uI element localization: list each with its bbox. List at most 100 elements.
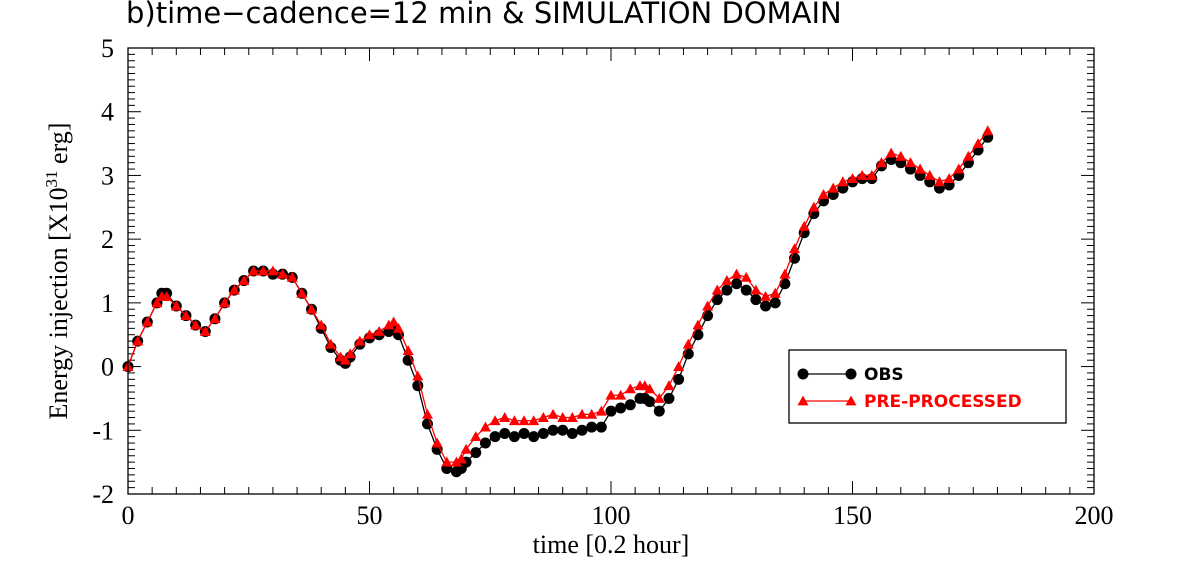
data-point	[344, 348, 356, 359]
data-point	[373, 326, 385, 336]
data-point	[682, 338, 694, 349]
data-point	[750, 294, 762, 306]
chart-title: b)time−cadence=12 min & SIMULATION DOMAI…	[126, 0, 842, 30]
data-point	[605, 389, 617, 400]
data-point	[972, 138, 984, 148]
y-tick-label: -1	[92, 416, 114, 445]
data-point	[904, 157, 916, 168]
data-point	[508, 431, 520, 443]
legend: OBS PRE-PROCESSED	[788, 349, 1067, 424]
y-tick-label: 0	[101, 353, 114, 382]
data-point	[663, 380, 675, 391]
data-point	[296, 287, 308, 298]
data-point	[769, 297, 781, 309]
data-point	[711, 284, 723, 295]
data-point	[933, 176, 945, 187]
data-point	[779, 278, 791, 290]
data-point	[219, 297, 231, 308]
data-point	[808, 201, 820, 212]
data-point	[576, 408, 588, 419]
y-axis-label: Energy injection [X1031 erg]	[42, 123, 73, 420]
data-point	[702, 300, 714, 311]
data-point	[354, 335, 366, 346]
data-point	[508, 415, 520, 426]
data-point	[190, 319, 202, 330]
data-point	[141, 316, 153, 327]
data-point	[450, 456, 462, 467]
series-2	[122, 125, 994, 467]
data-point	[132, 335, 144, 346]
legend-marker	[797, 395, 809, 406]
data-point	[885, 147, 897, 158]
data-point	[731, 278, 743, 290]
data-point	[306, 303, 318, 314]
data-point	[238, 275, 250, 285]
data-point	[856, 169, 868, 180]
x-tick-label: 150	[833, 501, 872, 530]
legend-marker	[845, 368, 857, 380]
x-axis-label: time [0.2 hour]	[533, 530, 690, 559]
data-point	[615, 389, 627, 400]
data-point	[982, 125, 994, 136]
data-point	[895, 150, 907, 161]
data-point	[818, 189, 830, 199]
x-tick-label: 200	[1075, 501, 1114, 530]
data-point	[455, 453, 467, 464]
y-axis-label-unit: erg]	[44, 123, 73, 171]
x-tick-label: 100	[592, 501, 631, 530]
data-point	[267, 265, 279, 276]
data-point	[470, 431, 482, 442]
y-axis-label-main: Energy injection [X10	[44, 187, 73, 419]
data-point	[528, 415, 540, 426]
data-point	[557, 424, 569, 436]
data-point	[586, 421, 598, 433]
y-tick-label: 4	[101, 98, 114, 127]
data-point	[692, 329, 704, 341]
data-point	[653, 405, 665, 417]
data-point	[257, 265, 269, 276]
data-point	[924, 169, 936, 180]
y-axis-label-exponent: 31	[42, 170, 61, 187]
data-point	[170, 300, 182, 311]
data-point	[644, 383, 656, 394]
data-point	[431, 437, 443, 448]
data-point	[339, 354, 351, 365]
data-point	[711, 294, 723, 306]
data-point	[760, 300, 772, 312]
data-point	[653, 392, 665, 403]
axis-ticks	[127, 47, 1095, 495]
data-point	[586, 408, 598, 419]
legend-label: PRE-PROCESSED	[864, 392, 1022, 412]
y-tick-label: 3	[101, 161, 114, 190]
data-point	[315, 319, 327, 330]
data-point	[566, 427, 578, 439]
data-point	[595, 421, 607, 433]
data-point	[470, 447, 482, 459]
data-point	[615, 402, 627, 414]
data-point	[161, 290, 173, 301]
data-point	[798, 220, 810, 231]
data-point	[479, 437, 491, 449]
data-point	[518, 427, 530, 439]
data-point	[644, 396, 656, 408]
data-point	[914, 163, 926, 174]
data-point	[547, 424, 559, 436]
data-point	[740, 271, 752, 282]
y-tick-label: 1	[101, 289, 114, 318]
data-point	[499, 412, 511, 422]
data-point	[460, 443, 472, 454]
data-point	[595, 405, 607, 416]
data-point	[875, 157, 887, 168]
data-point	[789, 243, 801, 254]
data-point	[731, 268, 743, 279]
data-point	[605, 405, 617, 417]
data-point	[228, 284, 240, 295]
data-point	[402, 345, 414, 356]
legend-label: OBS	[864, 365, 904, 385]
data-point	[489, 431, 501, 443]
x-tick-label: 0	[122, 501, 135, 530]
data-point	[421, 408, 433, 419]
data-point	[566, 412, 578, 422]
y-tick-label: 2	[101, 225, 114, 254]
data-point	[209, 313, 221, 324]
